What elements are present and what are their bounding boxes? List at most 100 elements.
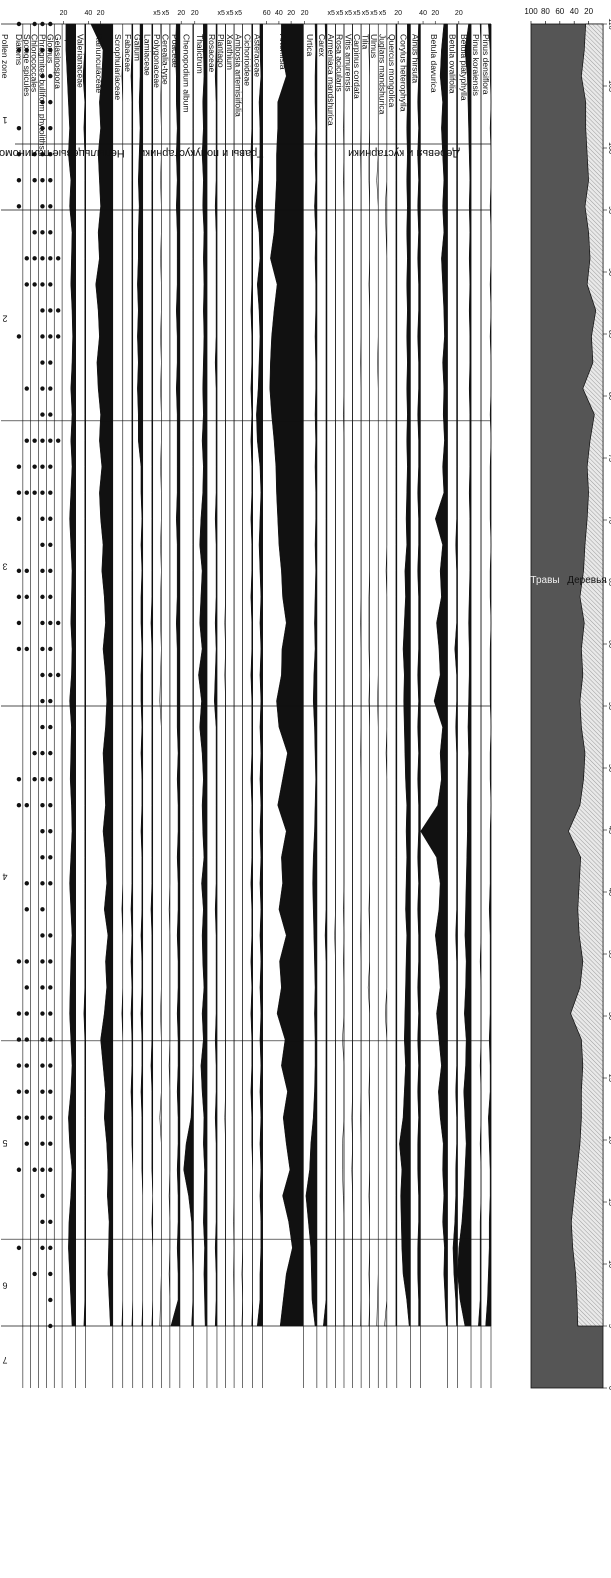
taxon-label: Juglans mandshurica (378, 34, 388, 115)
taxon-curve (150, 23, 153, 1327)
taxon-exaggeration-label: x5 (370, 10, 378, 17)
taxon-column: Urtica 20 (301, 10, 318, 1388)
npp-dot (32, 464, 37, 469)
npp-dot (16, 1115, 22, 1120)
taxon-column: Ranunculaceae 20 40 (84, 10, 114, 1388)
npp-dot (24, 1089, 29, 1094)
taxon-curve (399, 23, 411, 1327)
npp-dot (40, 99, 45, 105)
depth-tick-label: 85 (607, 330, 611, 338)
taxon-exaggeration-label: x5 (327, 10, 335, 17)
npp-dot (24, 568, 29, 574)
summary-label-trees: Деревья (567, 575, 606, 586)
npp-dot (40, 308, 45, 313)
npp-dot (32, 1271, 37, 1277)
taxon-column: Quercus mongolica (387, 23, 398, 1388)
taxon-curve (417, 23, 421, 1327)
zone-label: 2 (2, 313, 7, 323)
depth-tick-label: 110 (607, 18, 611, 29)
taxon-curve (130, 23, 134, 1327)
taxon-label: Artemisia (278, 34, 288, 70)
taxon-column: Phragmites bulliform phytoliths (37, 21, 47, 1388)
npp-dot (48, 47, 53, 53)
taxon-label: Corylus heterophylla (399, 34, 409, 112)
npp-dot (24, 1011, 29, 1016)
depth-tick-label: 5 (607, 1324, 611, 1328)
taxon-label: Pinus koraiensis (471, 34, 481, 96)
npp-dot (16, 125, 22, 131)
taxon-label: Asteraceae (253, 34, 263, 77)
npp-dot (16, 47, 22, 53)
taxon-column: Armeniaca mandshurica x5 (326, 10, 336, 1388)
taxon-label: Polygonaceae (152, 34, 162, 88)
taxon-curve (82, 23, 86, 1327)
taxon-scale-label: 20 (287, 10, 295, 17)
taxon-column: Ulmus x5 (369, 10, 379, 1388)
npp-dot (40, 985, 45, 990)
npp-dot (40, 438, 45, 443)
npp-dot (48, 152, 53, 157)
npp-dot (40, 1141, 45, 1146)
depth-tick-label: 60 (607, 640, 611, 648)
npp-dot (48, 334, 53, 339)
zone-label: 3 (2, 561, 7, 571)
npp-dot (48, 568, 53, 574)
npp-dot (16, 959, 22, 964)
taxon-exaggeration-label: x5 (162, 10, 170, 17)
npp-dot (24, 438, 29, 443)
npp-dot (16, 1063, 22, 1068)
npp-dot (48, 776, 53, 782)
npp-dot (40, 464, 45, 469)
taxon-curve (457, 23, 472, 1327)
depth-tick-label: 20 (607, 1136, 611, 1144)
npp-dot (16, 464, 22, 469)
npp-dot (40, 178, 45, 183)
taxon-column: Carpinus cordata x5 (352, 10, 362, 1388)
taxon-curve (159, 23, 162, 1327)
npp-dot (32, 1167, 37, 1172)
taxon-column: Rosa acicularis x5 (335, 10, 345, 1388)
taxon-curve (214, 23, 218, 1327)
depth-tick-label: 25 (607, 1074, 611, 1082)
npp-dot (32, 152, 37, 157)
zone-label: 5 (2, 1138, 7, 1148)
taxon-label: Pinus densiflora (481, 34, 491, 95)
taxon-label: Carpinus cordata (352, 34, 362, 99)
npp-dot (32, 750, 37, 756)
npp-dot (40, 1219, 45, 1225)
npp-dot (40, 881, 45, 886)
taxon-curve (90, 23, 114, 1327)
npp-dot (48, 256, 53, 261)
npp-dot (40, 959, 45, 964)
depth-tick-label: 45 (607, 826, 611, 834)
npp-dot (40, 855, 45, 860)
trees-area (568, 23, 604, 1327)
taxon-column: Polygonaceae x5 (152, 10, 162, 1388)
npp-dot (40, 256, 45, 261)
zone-label: 7 (2, 1355, 7, 1365)
npp-dot (16, 803, 22, 808)
taxon-label: Chenopodium album (182, 34, 192, 112)
npp-dot (40, 73, 45, 79)
taxon-curve (255, 23, 263, 1327)
taxon-label: Betula platyphylla (459, 34, 469, 101)
taxon-exaggeration-label: x5 (153, 10, 161, 17)
npp-dot (40, 1115, 45, 1120)
depth-tick-label: 0 (607, 1386, 611, 1390)
npp-dot (40, 230, 45, 235)
npp-dot (40, 698, 45, 704)
npp-dot (16, 620, 22, 626)
taxon-label: Alnus hirsuta (410, 34, 420, 83)
depth-tick-label: 15 (607, 1198, 611, 1206)
npp-dot (24, 490, 29, 495)
npp-dot (48, 1011, 53, 1016)
npp-dot (24, 803, 29, 808)
depth-tick-label: 65 (607, 578, 611, 586)
npp-dot (48, 1167, 53, 1172)
npp-dot (40, 334, 45, 339)
taxon-label: Cerealia-type (161, 34, 171, 85)
npp-dot (40, 1011, 45, 1016)
npp-dot (16, 204, 22, 209)
taxon-label: Betula davurica (429, 34, 439, 93)
